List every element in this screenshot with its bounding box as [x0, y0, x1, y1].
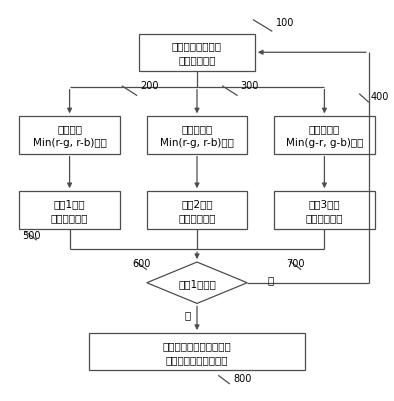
Text: 读取掩模区域图像
高斯平滑去噪: 读取掩模区域图像 高斯平滑去噪: [172, 41, 222, 65]
Text: 800: 800: [233, 374, 251, 383]
Polygon shape: [147, 262, 247, 304]
Text: 700: 700: [286, 258, 305, 268]
FancyBboxPatch shape: [19, 192, 120, 229]
Text: 比较累计信号灯前景像素
个数，判断信号灯状态: 比较累计信号灯前景像素 个数，判断信号灯状态: [163, 340, 231, 364]
FancyBboxPatch shape: [274, 117, 375, 154]
Text: 阈值2分割
统计前景像素: 阈值2分割 统计前景像素: [178, 198, 216, 222]
Text: 红色区域
Min(r-g, r-b)操作: 红色区域 Min(r-g, r-b)操作: [33, 124, 106, 148]
Text: 600: 600: [132, 258, 151, 268]
FancyBboxPatch shape: [147, 117, 247, 154]
FancyBboxPatch shape: [19, 117, 120, 154]
Text: 100: 100: [276, 18, 295, 28]
Text: 累计1秒周期: 累计1秒周期: [178, 278, 216, 288]
FancyBboxPatch shape: [89, 333, 305, 371]
Text: 黄色区域做
Min(r-g, r-b)操作: 黄色区域做 Min(r-g, r-b)操作: [160, 124, 234, 148]
Text: 否: 否: [267, 275, 273, 285]
Text: 400: 400: [371, 92, 389, 102]
Text: 阈值3分割
统计前景像素: 阈值3分割 统计前景像素: [306, 198, 343, 222]
FancyBboxPatch shape: [139, 34, 255, 72]
Text: 绿色区域做
Min(g-r, g-b)操作: 绿色区域做 Min(g-r, g-b)操作: [286, 124, 363, 148]
Text: 阈值1分割
统计前景像素: 阈值1分割 统计前景像素: [51, 198, 88, 222]
FancyBboxPatch shape: [274, 192, 375, 229]
Text: 500: 500: [22, 230, 41, 240]
Text: 300: 300: [241, 80, 259, 90]
FancyBboxPatch shape: [147, 192, 247, 229]
Text: 是: 是: [184, 310, 190, 320]
Text: 200: 200: [140, 80, 159, 90]
